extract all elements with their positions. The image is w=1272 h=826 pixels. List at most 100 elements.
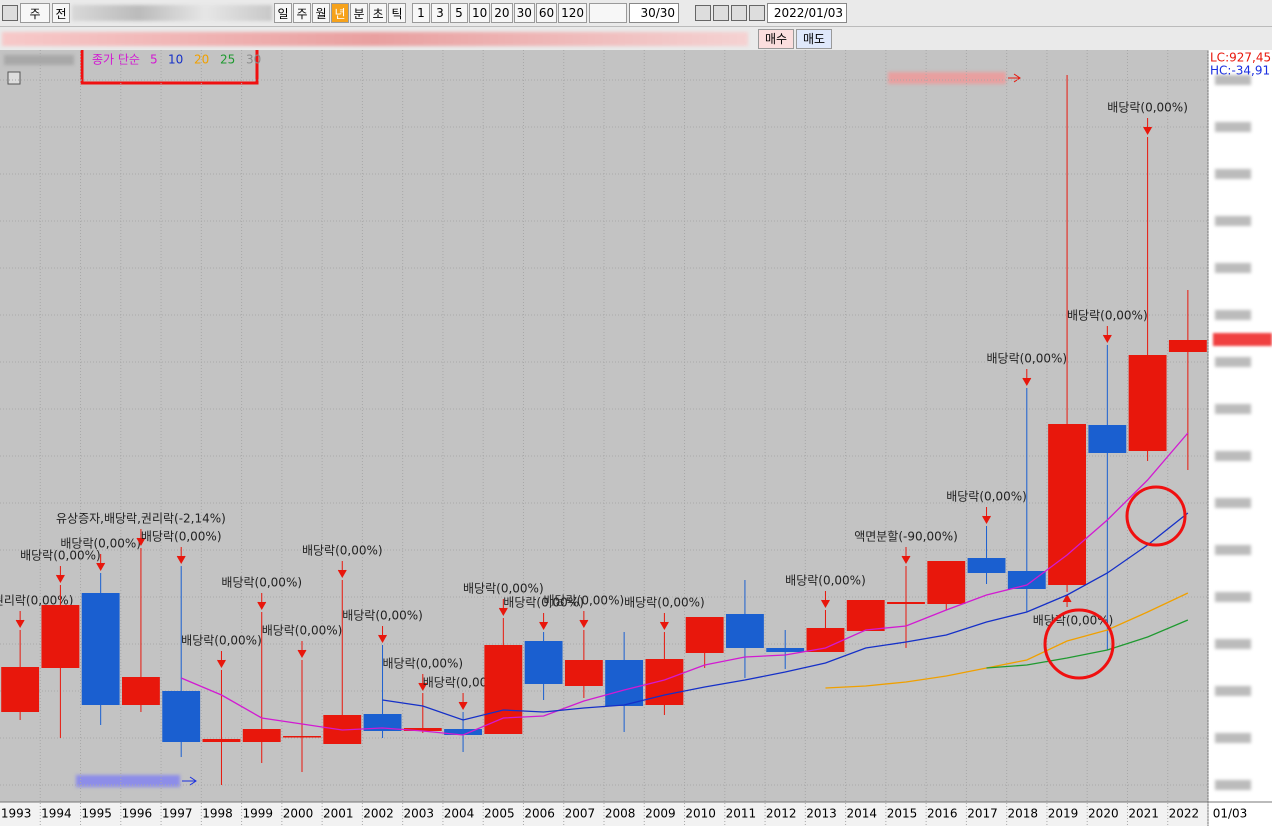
period-button[interactable]: 월	[312, 3, 330, 23]
x-tick-label: 2008	[605, 807, 636, 821]
candle-body	[1128, 355, 1167, 451]
annotation-arrow	[337, 561, 347, 579]
highlight-circle	[1043, 608, 1115, 680]
candle-body	[363, 714, 402, 731]
annotation-arrow	[1143, 118, 1153, 136]
price-label-blurred	[1215, 592, 1251, 602]
blurred-text	[4, 55, 74, 65]
interval-buttons: 1 3 5 10 20 30 60 120	[412, 3, 588, 23]
annotation-arrow	[498, 599, 508, 617]
candle-body	[524, 641, 563, 684]
price-label-blurred	[1215, 263, 1251, 273]
icon[interactable]	[731, 5, 748, 21]
interval-button[interactable]: 1	[412, 3, 430, 23]
sell-button[interactable]: 매도	[796, 28, 832, 49]
x-tick-label: 2017	[967, 807, 998, 821]
candle-body	[484, 645, 523, 734]
annotation-arrow	[217, 651, 226, 669]
x-tick-label: 2003	[404, 807, 435, 821]
x-tick-label: 2011	[726, 807, 757, 821]
x-tick-label: 1997	[162, 807, 193, 821]
interval-button[interactable]: 60	[535, 3, 558, 23]
date-field[interactable]: 2022/01/03	[767, 3, 848, 23]
annotation-arrow	[257, 593, 267, 611]
annotation: 배당락(0,00%)	[624, 596, 705, 610]
candle-body	[1088, 425, 1127, 453]
annotation-arrow	[539, 613, 549, 631]
price-label-blurred	[1215, 733, 1251, 743]
interval-button[interactable]: 3	[431, 3, 449, 23]
period-button[interactable]: 틱	[388, 3, 406, 23]
icon[interactable]	[2, 5, 18, 21]
period-button[interactable]: 년	[331, 3, 349, 23]
annotation-arrow	[1102, 326, 1112, 344]
price-label-blurred	[1215, 216, 1251, 226]
legend-entry: 5	[150, 53, 158, 67]
plot-area	[0, 50, 1208, 802]
annotation: 배당락(0,00%)	[946, 490, 1027, 504]
candle-body	[41, 605, 80, 668]
interval-button[interactable]: 20	[491, 3, 513, 23]
annotation-arrow	[55, 566, 65, 584]
candle-body	[403, 728, 442, 731]
annotation-arrow	[176, 547, 186, 565]
annotation: 배당락(0,00%)	[141, 530, 222, 544]
x-tick-label: 2022	[1169, 807, 1200, 821]
icon[interactable]	[749, 5, 766, 21]
annotation: 배당락(0,00%)	[221, 576, 302, 590]
icon[interactable]	[7, 71, 21, 85]
x-tick-label: 2016	[927, 807, 958, 821]
low-label: HC:-34,91	[1210, 64, 1270, 78]
candle-body	[444, 729, 482, 735]
icon[interactable]	[713, 5, 730, 21]
last-date: 01/03	[1213, 807, 1248, 821]
annotation: 배당락(0,00%)	[463, 582, 544, 596]
market-select[interactable]: 주	[20, 3, 50, 23]
dropdown[interactable]	[589, 3, 628, 23]
annotation-arrow	[297, 641, 307, 659]
period-button[interactable]: 초	[369, 3, 387, 23]
annotation-arrow	[821, 591, 830, 609]
annotation-arrow	[982, 507, 991, 525]
candle-body	[967, 558, 1006, 573]
legend-entry: 20	[194, 53, 209, 67]
price-label-blurred	[1215, 498, 1251, 508]
candle-body	[122, 677, 160, 705]
icon[interactable]	[695, 5, 712, 21]
candle-body	[283, 736, 321, 738]
count-field[interactable]: 30/30	[629, 3, 680, 23]
candle-body	[162, 691, 201, 742]
interval-button[interactable]: 5	[450, 3, 468, 23]
name-prefix[interactable]: 전	[52, 3, 70, 23]
annotation: 배당락(0,00%)	[1033, 614, 1114, 628]
x-tick-label: 2002	[363, 807, 394, 821]
blurred-annotation	[76, 775, 180, 787]
x-tick-label: 1998	[202, 807, 233, 821]
candle-body	[202, 739, 241, 742]
x-tick-label: 2000	[283, 807, 314, 821]
price-label-blurred	[1215, 451, 1251, 461]
interval-button[interactable]: 10	[469, 3, 491, 23]
x-tick-label: 2007	[565, 807, 596, 821]
candle-body	[645, 659, 684, 705]
candle-body	[1007, 571, 1046, 589]
period-button[interactable]: 분	[350, 3, 368, 23]
annotation-arrow	[15, 611, 25, 629]
blurred-name	[72, 5, 272, 21]
price-label-blurred	[1215, 310, 1251, 320]
interval-button[interactable]: 120	[558, 3, 588, 23]
ma-line	[180, 432, 1189, 736]
interval-button[interactable]: 30	[513, 3, 535, 23]
x-tick-label: 2006	[524, 807, 555, 821]
x-tick-label: 1993	[1, 807, 32, 821]
ma-line	[382, 512, 1189, 721]
period-button[interactable]: 일	[274, 3, 292, 23]
period-button[interactable]: 주	[293, 3, 311, 23]
x-tick-label: 1994	[41, 807, 72, 821]
annotation: 배당락(0,00%)	[544, 594, 625, 608]
ma-line	[825, 592, 1189, 689]
annotation-arrow	[1022, 369, 1032, 387]
buy-button[interactable]: 매수	[758, 28, 794, 49]
